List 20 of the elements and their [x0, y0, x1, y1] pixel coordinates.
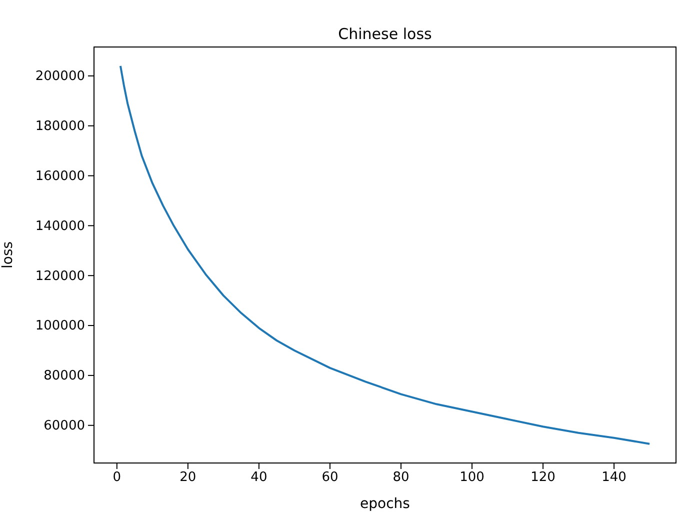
x-tick-label: 20 [180, 470, 196, 486]
x-tick-label: 120 [530, 470, 556, 486]
y-tick-label: 100000 [35, 318, 85, 334]
y-axis-title: loss [0, 241, 16, 269]
x-tick-label: 40 [250, 470, 268, 486]
x-axis-title: epochs [360, 496, 410, 512]
x-tick-label: 100 [460, 470, 484, 486]
line-series [119, 64, 651, 445]
y-tick-label: 180000 [35, 118, 85, 134]
y-tick-label: 140000 [35, 218, 85, 234]
chart-title: Chinese loss [338, 25, 432, 43]
y-tick-label: 160000 [35, 168, 85, 184]
y-tick-label: 200000 [35, 69, 85, 84]
x-tick-label: 0 [112, 470, 122, 486]
y-tick-label: 60000 [44, 418, 85, 434]
x-tick-label: 140 [602, 470, 626, 486]
y-tick-label: 120000 [35, 268, 85, 284]
y-tick-label: 80000 [44, 368, 85, 384]
x-tick-label: 60 [322, 470, 338, 486]
x-tick-label: 80 [392, 470, 410, 486]
